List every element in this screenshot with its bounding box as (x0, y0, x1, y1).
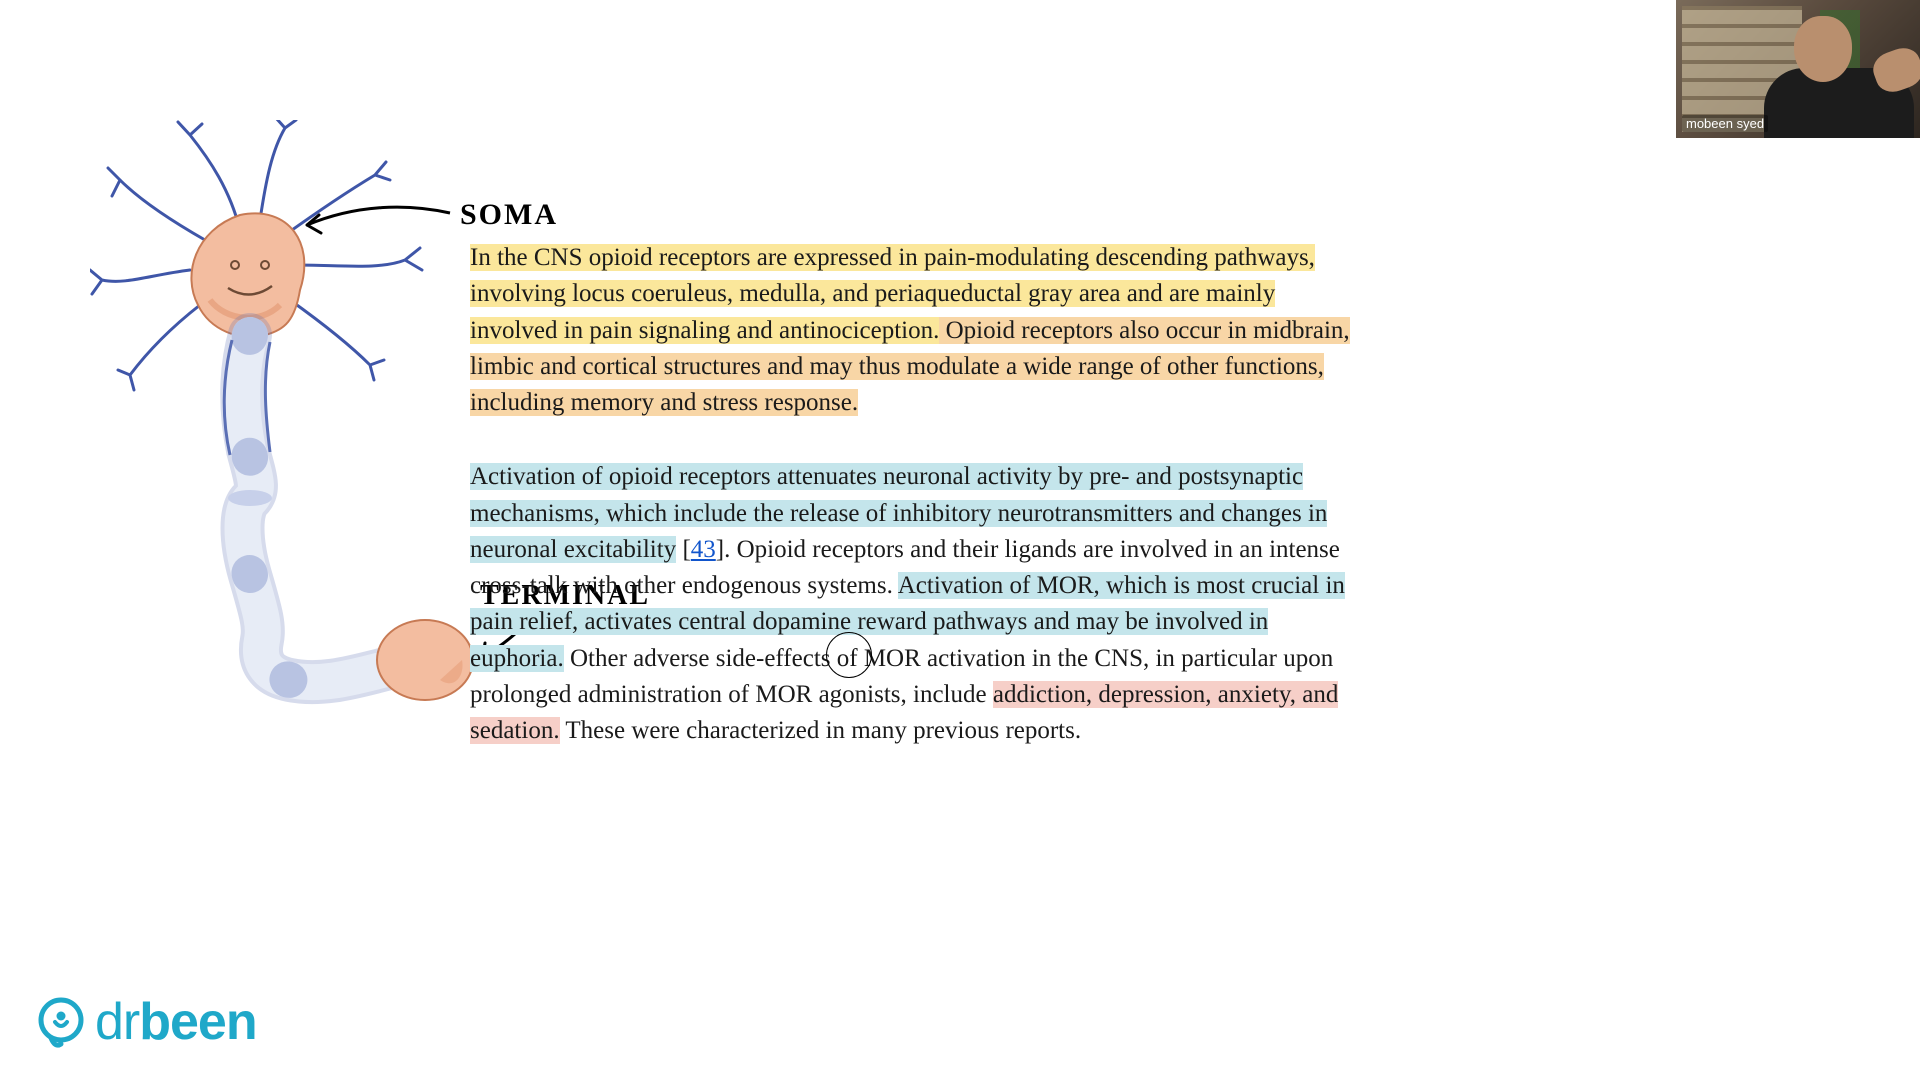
paragraph-2: Activation of opioid receptors attenuate… (470, 459, 1350, 749)
webcam-presenter (1764, 8, 1914, 138)
citation-link-43[interactable]: 43 (691, 536, 716, 563)
annotation-circle (826, 632, 872, 678)
logo-text: drbeen (95, 992, 257, 1052)
webcam-name-label: mobeen syed (1682, 115, 1768, 132)
paragraph-1: In the CNS opioid receptors are expresse… (470, 240, 1350, 421)
p2-plain-4: These were characterized in many previou… (560, 717, 1082, 744)
slide-text: In the CNS opioid receptors are expresse… (470, 200, 1350, 749)
p2-plain-1: [ (676, 536, 691, 563)
arrow-soma (295, 195, 455, 245)
logo-icon (33, 994, 89, 1050)
drbeen-logo: drbeen (33, 992, 257, 1052)
webcam-overlay: mobeen syed (1676, 0, 1920, 138)
